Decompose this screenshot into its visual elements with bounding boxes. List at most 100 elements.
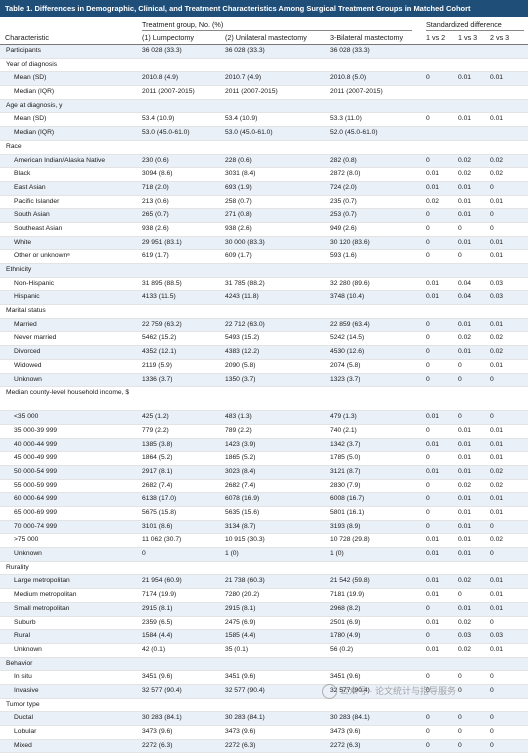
table-row: 70 000-74 999 3101 (8.6) 3134 (8.7) 3193 (8… bbox=[0, 520, 528, 535]
table-row: Suburb 2359 (6.5) 2475 (6.9) 2501 (6.9) 0.01… bbox=[0, 617, 528, 631]
header-std-1v3: 1 vs 3 bbox=[458, 33, 478, 42]
row-label: 65 000-69 999 bbox=[14, 509, 58, 516]
table-cell: 0 bbox=[490, 728, 494, 735]
table-cell: 718 (2.0) bbox=[142, 183, 169, 191]
section-label: Rurality bbox=[6, 563, 29, 571]
table-cell: 0 bbox=[426, 334, 430, 342]
row-label: Divorced bbox=[14, 348, 41, 356]
table-cell: 0 bbox=[426, 632, 430, 640]
table-row: South Asian 265 (0.7) 271 (0.8) 253 (0.7) 0 0… bbox=[0, 209, 528, 223]
table-cell: 53.4 (10.9) bbox=[142, 115, 175, 123]
table-cell: 593 (1.6) bbox=[330, 252, 357, 260]
table-row: East Asian 718 (2.0) 693 (1.9) 724 (2.0) 0.0… bbox=[0, 181, 528, 196]
table-cell: 0.01 bbox=[458, 604, 472, 612]
table-cell: 21 738 (60.3) bbox=[225, 577, 265, 585]
table-cell: 22 712 (63.0) bbox=[225, 320, 265, 328]
table-row: Married 22 759 (63.2) 22 712 (63.0) 22 859 … bbox=[0, 318, 528, 333]
table-cell: 0 bbox=[458, 728, 462, 735]
table-row: <35 000 425 (1.2) 483 (1.3) 479 (1.3) 0.01 0 0 bbox=[0, 411, 528, 425]
table-cell: 0 bbox=[426, 156, 430, 164]
table-cell: 0 bbox=[458, 591, 462, 599]
table-cell: 0 bbox=[426, 454, 430, 462]
table-row: Divorced 4352 (12.1) 4383 (12.2) 4530 (12.6… bbox=[0, 346, 528, 360]
table-cell: 4352 (12.1) bbox=[142, 348, 177, 356]
row-label: 35 000-39 999 bbox=[14, 426, 58, 434]
table-cell: 0.02 bbox=[458, 577, 472, 585]
table-cell: 0 bbox=[490, 673, 494, 681]
table-cell: 6138 (17.0) bbox=[142, 495, 177, 503]
table-cell: 2272 (6.3) bbox=[142, 741, 173, 749]
table-row: 50 000-54 999 2917 (8.1) 3023 (8.4) 3121 (8… bbox=[0, 465, 528, 480]
table-cell: 3748 (10.4) bbox=[330, 293, 365, 301]
table-cell: 30 283 (84.1) bbox=[330, 714, 370, 722]
header-std-2v3: 2 vs 3 bbox=[490, 33, 510, 42]
table-cell: 0 bbox=[490, 211, 494, 219]
section-label: Marital status bbox=[6, 307, 46, 315]
table-cell: 0.02 bbox=[458, 170, 472, 178]
table-cell: 6078 (16.9) bbox=[225, 495, 260, 503]
table-cell: 32 577 (90.4) bbox=[225, 686, 265, 694]
row-label: Participants bbox=[6, 47, 41, 54]
table-cell: 2011 (2007-2015) bbox=[330, 88, 383, 96]
table-row: Hispanic 4133 (11.5) 4243 (11.8) 3748 (10.4… bbox=[0, 291, 528, 306]
table-cell: 5462 (15.2) bbox=[142, 334, 177, 342]
row-label: Median (IQR) bbox=[14, 88, 55, 96]
table-cell: 0.02 bbox=[458, 156, 472, 164]
table-cell: 0.01 bbox=[458, 74, 472, 82]
table-cell: 53.0 (45.0-61.0) bbox=[225, 129, 273, 137]
table-cell: 0 bbox=[426, 211, 430, 219]
table-cell: 0.01 bbox=[490, 577, 504, 585]
watermark-text: 公众号 · 论文统计与指导服务 bbox=[340, 686, 456, 696]
table-cell: 0.01 bbox=[490, 591, 504, 599]
wechat-icon bbox=[322, 684, 337, 700]
table-cell: 0 bbox=[426, 495, 430, 503]
table-cell: 693 (1.9) bbox=[225, 183, 252, 191]
section-row: Year of diagnosis bbox=[0, 59, 528, 73]
table-cell: 0 bbox=[426, 426, 430, 434]
table-row: Non-Hispanic 31 895 (88.5) 31 785 (88.2) 32… bbox=[0, 278, 528, 292]
row-label: >75 000 bbox=[14, 536, 39, 544]
table-cell: 0 bbox=[490, 224, 494, 232]
row-label: South Asian bbox=[14, 211, 50, 219]
table-cell: 42 (0.1) bbox=[142, 645, 166, 653]
table-cell: 228 (0.6) bbox=[225, 156, 252, 164]
table-cell: 0 bbox=[490, 618, 494, 626]
row-label: Rural bbox=[14, 632, 30, 640]
table-cell: 0.01 bbox=[490, 361, 504, 369]
table-cell: 0 bbox=[426, 686, 430, 694]
table-cell: 1864 (5.2) bbox=[142, 454, 173, 462]
row-label: 60 000-64 999 bbox=[14, 495, 58, 503]
section-row: Tumor type bbox=[0, 699, 528, 713]
table-row: Participants 36 028 (33.3) 36 028 (33.3) 36… bbox=[0, 45, 528, 59]
table-cell: 0.01 bbox=[490, 115, 504, 123]
table-cell: 0 bbox=[458, 252, 462, 260]
table-cell: 56 (0.2) bbox=[330, 645, 354, 653]
table-cell: 32 280 (89.6) bbox=[330, 279, 370, 287]
table-cell: 0.01 bbox=[458, 440, 472, 448]
table-cell: 1 (0) bbox=[330, 550, 344, 558]
table-cell: 2475 (6.9) bbox=[225, 618, 256, 626]
table-cell: 258 (0.7) bbox=[225, 197, 252, 205]
table-cell: 1385 (3.8) bbox=[142, 440, 173, 448]
table-cell: 0 bbox=[426, 224, 430, 232]
table-cell: 425 (1.2) bbox=[142, 413, 169, 421]
table-cell: 4530 (12.6) bbox=[330, 348, 365, 356]
table-cell: 0.02 bbox=[490, 334, 504, 342]
row-label: In situ bbox=[14, 673, 32, 681]
table-cell: 0 bbox=[426, 361, 430, 369]
table-cell: 619 (1.7) bbox=[142, 252, 169, 260]
table-cell: 0.01 bbox=[426, 550, 440, 558]
table-cell: 0.01 bbox=[458, 115, 472, 123]
table-cell: 1785 (5.0) bbox=[330, 454, 361, 462]
table-cell: 0.01 bbox=[490, 238, 504, 246]
table-cell: 253 (0.7) bbox=[330, 211, 357, 219]
table-cell: 0 bbox=[458, 686, 462, 694]
table-row: Pacific Islander 213 (0.6) 258 (0.7) 235 (0… bbox=[0, 196, 528, 210]
table-cell: 0 bbox=[490, 375, 494, 383]
table-cell: 0.02 bbox=[458, 481, 472, 489]
table-cell: 0.01 bbox=[490, 197, 504, 205]
table-row: 55 000-59 999 2682 (7.4) 2682 (7.4) 2830 (7… bbox=[0, 480, 528, 494]
row-label: Mean (SD) bbox=[14, 115, 47, 123]
table-cell: 0 bbox=[458, 375, 462, 383]
table-cell: 2119 (5.9) bbox=[142, 361, 172, 369]
